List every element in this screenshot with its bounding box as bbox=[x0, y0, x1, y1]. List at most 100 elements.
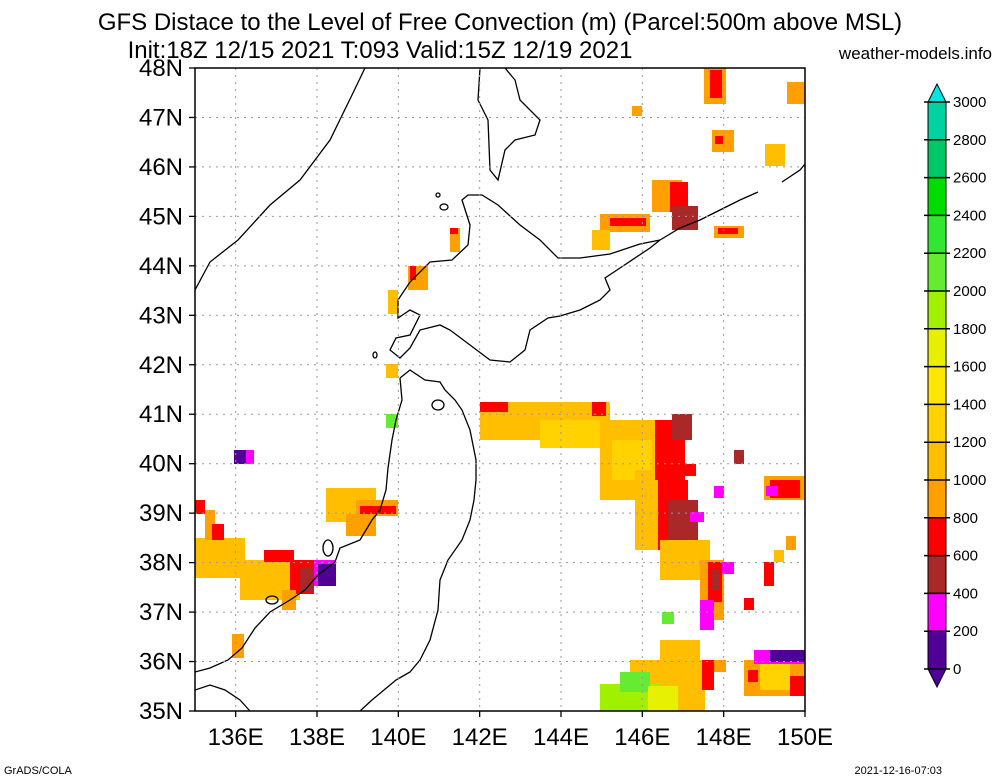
coast-island bbox=[322, 539, 334, 557]
lat-label: 38N bbox=[139, 550, 183, 577]
colorbar-label: 2600 bbox=[953, 170, 986, 187]
shade-cell bbox=[710, 70, 722, 98]
colorbar-label: 1600 bbox=[953, 359, 986, 376]
footer-software: GrADS/COLA bbox=[4, 765, 72, 777]
colorbar-label: 1800 bbox=[953, 321, 986, 338]
colorbar-label: 2400 bbox=[953, 207, 986, 224]
shade-cell bbox=[787, 82, 805, 104]
shade-cell bbox=[620, 672, 650, 692]
colorbar-label: 2200 bbox=[953, 245, 986, 262]
shade-cell bbox=[790, 676, 805, 696]
shade-cell bbox=[648, 686, 678, 711]
colorbar-label: 200 bbox=[953, 623, 978, 640]
shade-cell bbox=[766, 486, 778, 496]
shade-cell bbox=[718, 228, 738, 234]
lat-label: 37N bbox=[139, 599, 183, 626]
coast-sakhalin bbox=[477, 68, 541, 182]
axis-ticks: 48N 47N 46N 45N 44N 43N 42N 41N 40N 39N 38N 37N 36N 3… bbox=[139, 55, 833, 751]
shade-cell bbox=[734, 450, 744, 464]
colorbar-bin bbox=[927, 252, 947, 292]
shade-cell bbox=[702, 660, 714, 690]
shade-cell bbox=[450, 228, 458, 234]
colorbar-bin bbox=[927, 290, 947, 330]
shade-cell bbox=[318, 564, 336, 586]
lon-label: 148E bbox=[696, 724, 752, 751]
coast-kurils bbox=[659, 191, 759, 241]
shade-cell bbox=[360, 506, 396, 514]
shade-cell bbox=[195, 538, 245, 578]
footer-timestamp: 2021-12-16-07:03 bbox=[854, 765, 942, 777]
lat-label: 36N bbox=[139, 649, 183, 676]
colorbar-bin bbox=[927, 366, 947, 405]
colorbar-bin bbox=[927, 630, 947, 670]
coast-honshu-north bbox=[359, 369, 477, 711]
coast-kurils-2 bbox=[781, 163, 805, 183]
brand-label: weather-models.info bbox=[838, 44, 992, 63]
colorbar-label: 1200 bbox=[953, 434, 986, 451]
colorbar-label: 0 bbox=[953, 661, 961, 678]
shade-cell bbox=[195, 500, 205, 514]
shade-cell bbox=[770, 650, 805, 662]
shade-cell bbox=[760, 664, 790, 690]
shade-cell bbox=[662, 612, 674, 624]
lat-label: 43N bbox=[139, 302, 183, 329]
colorbar-label: 800 bbox=[953, 510, 978, 527]
lon-label: 150E bbox=[777, 724, 833, 751]
lat-label: 47N bbox=[139, 104, 183, 131]
lfc-shading bbox=[195, 68, 805, 711]
lat-label: 44N bbox=[139, 253, 183, 280]
colorbar-bin bbox=[927, 592, 947, 632]
shade-cell bbox=[212, 524, 224, 540]
colorbar-bin bbox=[927, 214, 947, 254]
lat-label: 42N bbox=[139, 352, 183, 379]
coast-island bbox=[372, 351, 378, 359]
chart-subtitle: Init:18Z 12/15 2021 T:093 Valid:15Z 12/1… bbox=[127, 37, 633, 64]
shade-cell bbox=[765, 144, 785, 166]
shade-cell bbox=[632, 106, 642, 116]
shade-cell bbox=[672, 414, 692, 440]
colorbar-bin bbox=[927, 441, 947, 481]
shade-cell bbox=[205, 510, 215, 540]
coast-island bbox=[439, 203, 449, 211]
colorbar-label: 2800 bbox=[953, 132, 986, 149]
shade-cell bbox=[786, 536, 796, 550]
coast-mainland bbox=[195, 68, 366, 291]
shade-cell bbox=[660, 640, 700, 670]
shade-cell bbox=[346, 514, 376, 536]
colorbar-bin bbox=[927, 328, 947, 368]
lon-label: 146E bbox=[614, 724, 670, 751]
colorbar-bin bbox=[927, 555, 947, 594]
shade-cell bbox=[388, 290, 398, 314]
lat-label: 35N bbox=[139, 698, 183, 725]
lat-label: 46N bbox=[139, 154, 183, 181]
colorbar-bin bbox=[927, 403, 947, 443]
colorbar-label: 2000 bbox=[953, 283, 986, 300]
lon-label: 140E bbox=[370, 724, 426, 751]
shade-cell bbox=[690, 512, 704, 522]
shade-cell bbox=[748, 670, 758, 682]
shade-cell bbox=[592, 402, 606, 416]
colorbar-label: 1400 bbox=[953, 396, 986, 413]
shade-cell bbox=[670, 182, 688, 212]
colorbar-bin bbox=[927, 517, 947, 557]
colorbar-bin bbox=[927, 101, 947, 141]
colorbar-label: 3000 bbox=[953, 94, 986, 111]
shade-cell bbox=[714, 660, 726, 672]
lat-label: 40N bbox=[139, 451, 183, 478]
shade-cell bbox=[480, 402, 508, 412]
colorbar-bin bbox=[927, 479, 947, 519]
shade-cell bbox=[712, 570, 720, 590]
shade-cell bbox=[682, 464, 696, 476]
colorbar-label: 400 bbox=[953, 585, 978, 602]
coast-island bbox=[435, 192, 441, 198]
coast-honshu-west bbox=[195, 377, 403, 673]
colorbar-bin bbox=[927, 139, 947, 179]
shade-cell bbox=[610, 218, 646, 226]
shade-cell bbox=[715, 136, 723, 144]
shade-cell bbox=[232, 634, 244, 658]
shade-cell bbox=[410, 266, 416, 280]
colorbar: 3000280026002400220020001800160014001200… bbox=[924, 82, 986, 689]
colorbar-max-arrow bbox=[927, 82, 947, 103]
shade-cell bbox=[744, 598, 754, 610]
